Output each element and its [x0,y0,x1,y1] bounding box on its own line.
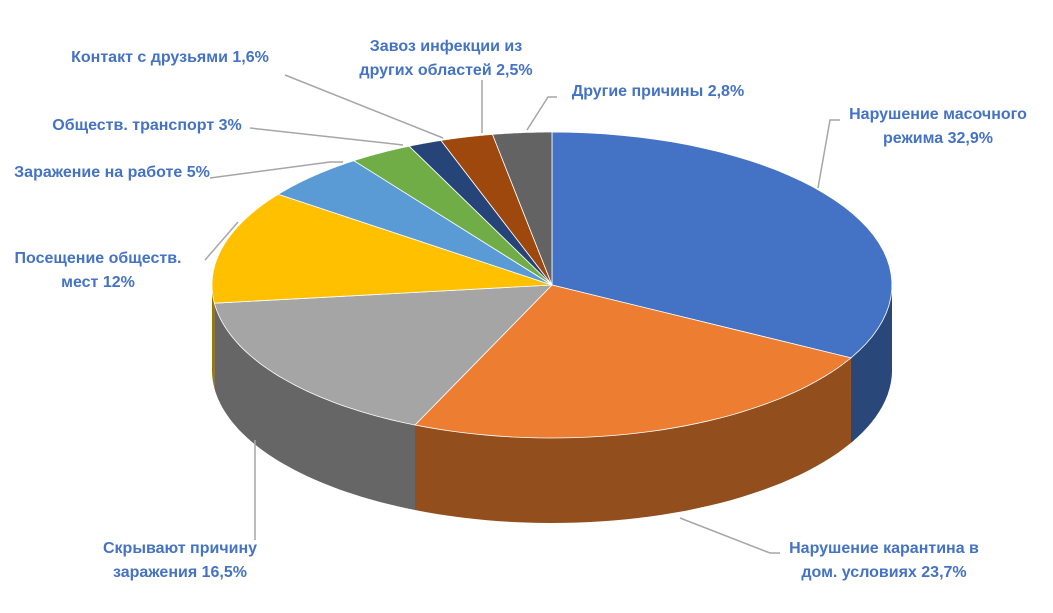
data-label: Нарушение масочного режима 32,9% [833,103,1043,151]
slice [414,284,852,439]
data-label: Нарушение карантина в дом. условиях 23,7… [774,537,994,585]
leader-line [249,127,404,146]
leader-line [284,74,444,139]
value-label: 12% [102,274,135,291]
data-label: Контакт с друзьями 1,6% [45,46,295,70]
slice-side [214,303,416,510]
slice [353,145,553,286]
data-label: Заражение на работе 5% [12,161,212,185]
slice [491,131,553,286]
category-label: Обществ. транспорт [52,117,215,134]
category-label: Другие причины [571,83,704,100]
category-label: Заражение на работе [14,164,183,181]
value-label: 1,6% [232,49,269,66]
data-label: Завоз инфекции из других областей 2,5% [346,35,546,83]
data-label: Скрывают причину заражения 16,5% [80,537,280,585]
slice [211,193,553,304]
category-label: Завоз инфекции из других областей [359,38,523,79]
slice-side [212,285,215,389]
value-label: 16,5% [201,564,247,581]
value-label: 5% [186,164,210,181]
slice [213,284,554,426]
data-label: Обществ. транспорт 3% [27,114,267,138]
slice [277,160,553,286]
slice-side [415,357,851,523]
data-label: Другие причины 2,8% [543,80,773,104]
leader-line [526,96,557,131]
value-label: 23,7% [921,564,967,581]
value-label: 2,5% [496,62,533,79]
value-label: 2,8% [707,83,745,100]
value-label: 32,9% [947,130,993,147]
category-label: Посещение обществ. мест [14,250,182,291]
slice [551,131,893,359]
slice-side [851,285,892,443]
data-label: Посещение обществ. мест 12% [0,247,198,295]
category-label: Скрывают причину заражения [102,540,258,581]
category-label: Контакт с друзьями [71,49,228,66]
leader-line [679,517,780,554]
leader-line [204,221,239,261]
slice [440,133,553,286]
slice [408,139,553,286]
category-label: Нарушение масочного режима [849,106,1027,147]
leader-line [209,161,343,179]
category-label: Нарушение карантина в дом. условиях [789,540,979,581]
leader-line [817,119,840,189]
value-label: 3% [218,117,242,134]
